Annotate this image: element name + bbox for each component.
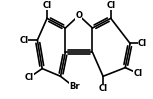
Text: Cl: Cl [138, 39, 147, 48]
Text: Cl: Cl [43, 1, 52, 10]
Text: Cl: Cl [19, 36, 28, 45]
Text: Cl: Cl [25, 73, 34, 82]
Text: Cl: Cl [133, 69, 142, 78]
Text: Cl: Cl [99, 84, 108, 93]
Text: O: O [75, 11, 82, 20]
Text: Cl: Cl [106, 1, 115, 10]
Text: Br: Br [69, 82, 79, 91]
